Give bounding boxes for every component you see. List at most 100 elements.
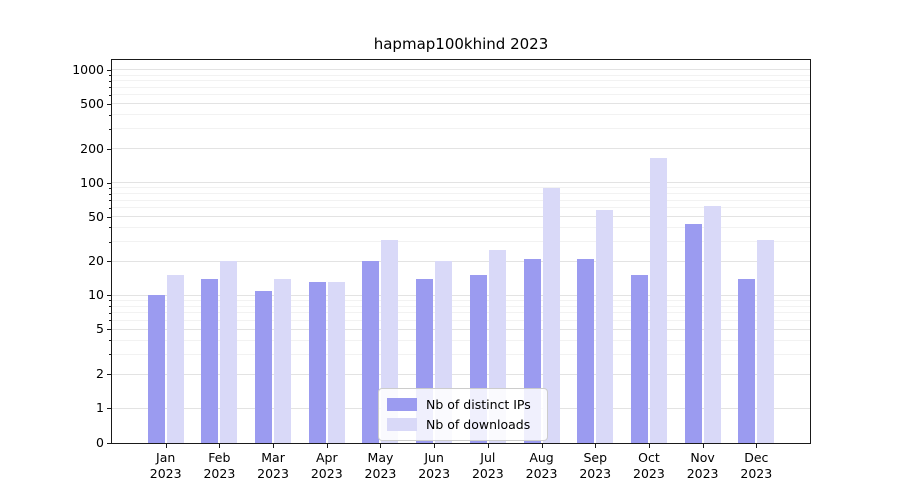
bar-distinct-ips [147, 295, 165, 443]
y-axis-tick-label: 500 [80, 95, 104, 111]
y-axis-minor-tick [109, 241, 111, 243]
gridline-major [112, 148, 810, 150]
x-axis-tick-label: Jan 2023 [149, 450, 182, 481]
bar-distinct-ips [308, 282, 326, 443]
y-axis-tick [107, 329, 111, 331]
bar-downloads [220, 261, 238, 443]
gridline-minor [112, 226, 810, 228]
legend-item-distinct-ips: Nb of distinct IPs [387, 394, 539, 414]
y-axis-minor-tick [109, 354, 111, 356]
plot-area [111, 59, 811, 444]
y-axis-tick [107, 374, 111, 376]
gridline-major [112, 260, 810, 262]
y-axis-minor-tick [109, 300, 111, 302]
x-axis-tick [273, 444, 275, 448]
y-axis-minor-tick [109, 320, 111, 322]
y-axis-tick [107, 261, 111, 263]
x-axis-tick-label: Feb 2023 [203, 450, 236, 481]
y-axis-tick [107, 295, 111, 297]
y-axis-tick [107, 443, 111, 444]
gridline-minor [112, 241, 810, 243]
gridline-minor [112, 299, 810, 301]
gridline-minor [112, 199, 810, 201]
bar-distinct-ips [738, 278, 756, 443]
bar-downloads [274, 278, 292, 443]
y-axis-tick-label: 1000 [72, 61, 104, 77]
gridline-minor [112, 187, 810, 189]
gridline-minor [112, 80, 810, 82]
gridline-minor [112, 305, 810, 307]
x-axis-tick-label: Oct 2023 [633, 450, 665, 481]
gridline-major [112, 182, 810, 184]
gridline-minor [112, 74, 810, 76]
y-axis-minor-tick [109, 306, 111, 308]
bar-downloads [757, 239, 775, 443]
gridline-major [112, 328, 810, 330]
y-axis-minor-tick [109, 340, 111, 342]
y-axis-tick-label: 200 [80, 140, 104, 156]
x-axis-tick [434, 444, 436, 448]
bar-downloads [542, 187, 560, 443]
y-axis-minor-tick [109, 207, 111, 209]
y-axis-tick-label: 2 [96, 366, 104, 382]
x-axis-tick-label: Apr 2023 [310, 450, 343, 481]
y-axis-tick [107, 182, 111, 184]
x-axis-tick-label: Jul 2023 [471, 450, 504, 481]
x-axis-tick [702, 444, 704, 448]
x-axis-tick [595, 444, 597, 448]
y-axis-minor-tick [109, 193, 111, 195]
legend-label-distinct-ips: Nb of distinct IPs [426, 396, 531, 412]
y-axis-minor-tick [109, 200, 111, 202]
y-axis-tick-label: 20 [88, 253, 104, 269]
legend: Nb of distinct IPs Nb of downloads [378, 388, 548, 441]
y-axis-tick-label: 1 [96, 400, 104, 415]
bar-downloads [327, 282, 345, 443]
y-axis-tick [107, 148, 111, 150]
gridline-minor [112, 94, 810, 96]
x-axis-tick-label: Mar 2023 [257, 450, 289, 481]
bar-downloads [649, 158, 667, 443]
y-axis-minor-tick [109, 87, 111, 89]
bar-distinct-ips [362, 261, 380, 443]
x-axis-tick-label: Aug 2023 [525, 450, 558, 481]
y-axis-tick-label: 10 [88, 287, 104, 303]
bar-downloads [596, 210, 614, 443]
legend-swatch-downloads [387, 417, 417, 431]
y-axis-tick [107, 216, 111, 218]
x-axis-tick [380, 444, 382, 448]
gridline-major [112, 216, 810, 218]
x-axis-tick [326, 444, 328, 448]
x-axis-tick-label: May 2023 [364, 450, 397, 481]
x-axis-tick-label: Nov 2023 [686, 450, 719, 481]
y-axis-minor-tick [109, 75, 111, 77]
y-axis-minor-tick [109, 128, 111, 130]
y-axis-minor-tick [109, 94, 111, 96]
x-axis-tick [756, 444, 758, 448]
gridline-minor [112, 128, 810, 130]
gridline-minor [112, 207, 810, 209]
bar-distinct-ips [630, 275, 648, 443]
gridline-major [112, 294, 810, 296]
legend-swatch-distinct-ips [387, 397, 417, 411]
y-axis-minor-tick [109, 187, 111, 189]
bar-distinct-ips [201, 278, 219, 443]
x-axis-tick-label: Sep 2023 [579, 450, 612, 481]
gridline-major [112, 69, 810, 71]
x-axis-tick [648, 444, 650, 448]
y-axis-tick-label: 100 [80, 174, 104, 190]
y-axis-tick [107, 103, 111, 105]
bar-distinct-ips [577, 258, 595, 443]
x-axis-tick-label: Dec 2023 [740, 450, 773, 481]
x-axis-tick [487, 444, 489, 448]
legend-item-downloads: Nb of downloads [387, 414, 539, 434]
chart-title: hapmap100khind 2023 [373, 35, 549, 53]
y-axis-tick-label: 50 [88, 208, 104, 224]
y-axis-tick-label: 5 [96, 321, 104, 337]
y-axis-tick-label: 0 [96, 435, 104, 450]
y-axis-minor-tick [109, 80, 111, 82]
x-axis-tick [165, 444, 167, 448]
gridline-minor [112, 114, 810, 116]
bar-distinct-ips [684, 223, 702, 443]
gridline-minor [112, 319, 810, 321]
